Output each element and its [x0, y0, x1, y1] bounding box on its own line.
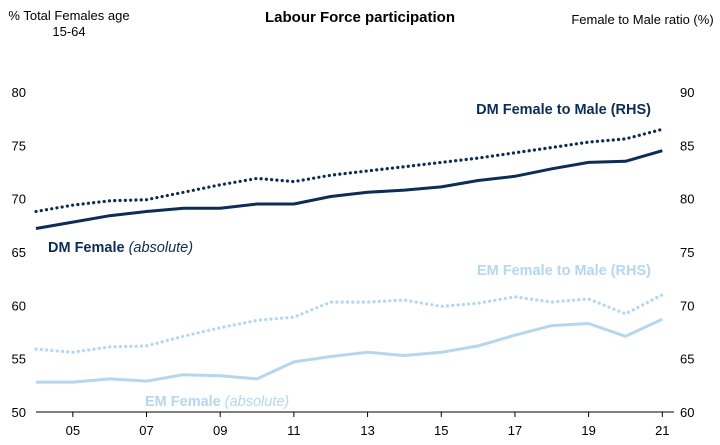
y-right-tick-label: 80 [680, 192, 694, 207]
y-left-tick-label: 60 [12, 298, 26, 313]
series-line-dm-female [35, 149, 663, 230]
x-tick-label: 13 [360, 423, 374, 438]
x-tick-label: 09 [213, 423, 227, 438]
x-tick-label: 11 [287, 423, 301, 438]
x-tick-label: 15 [434, 423, 448, 438]
series-label-suffix: (absolute) [221, 394, 290, 410]
series-label-name: EM Female [145, 394, 221, 410]
series-line-dm-female-to-male-rhs [34, 127, 664, 214]
y-right-tick-label: 90 [680, 85, 694, 100]
chart-title: Labour Force participation [264, 9, 456, 26]
series-line-em-female-to-male-rhs [34, 293, 664, 354]
y-axis-right-label: Female to Male ratio (%) [571, 12, 714, 27]
y-left-tick-label: 80 [12, 85, 26, 100]
y-right-tick-label: 60 [680, 405, 694, 420]
x-tick-label: 07 [139, 423, 153, 438]
series-label-name: DM Female [48, 240, 125, 256]
x-tick-label: 21 [655, 423, 669, 438]
series-label-name: EM Female to Male (RHS) [477, 263, 651, 279]
series-label-em-female: EM Female (absolute) [145, 394, 289, 410]
series-label-dm-female: DM Female (absolute) [48, 240, 193, 256]
y-left-tick-label: 55 [12, 352, 26, 367]
series-label-em-female-to-male-rhs: EM Female to Male (RHS) [477, 263, 651, 279]
y-left-tick-label: 50 [12, 405, 26, 420]
y-left-tick-label: 65 [12, 245, 26, 260]
series-label-dm-female-to-male-rhs: DM Female to Male (RHS) [476, 102, 651, 118]
series-line-em-female [36, 317, 663, 384]
x-tick-label: 17 [508, 423, 522, 438]
y-left-tick-label: 75 [12, 138, 26, 153]
x-tick-label: 19 [581, 423, 595, 438]
y-left-tick-label: 70 [12, 192, 26, 207]
y-right-tick-label: 65 [680, 352, 694, 367]
series-label-suffix: (absolute) [125, 240, 194, 256]
series-label-name: DM Female to Male (RHS) [476, 102, 651, 118]
y-right-tick-label: 85 [680, 138, 694, 153]
y-axis-left-label: % Total Females age 15-64 [8, 8, 130, 39]
y-right-tick-label: 70 [680, 298, 694, 313]
y-right-tick-label: 75 [680, 245, 694, 260]
x-tick-label: 05 [66, 423, 80, 438]
